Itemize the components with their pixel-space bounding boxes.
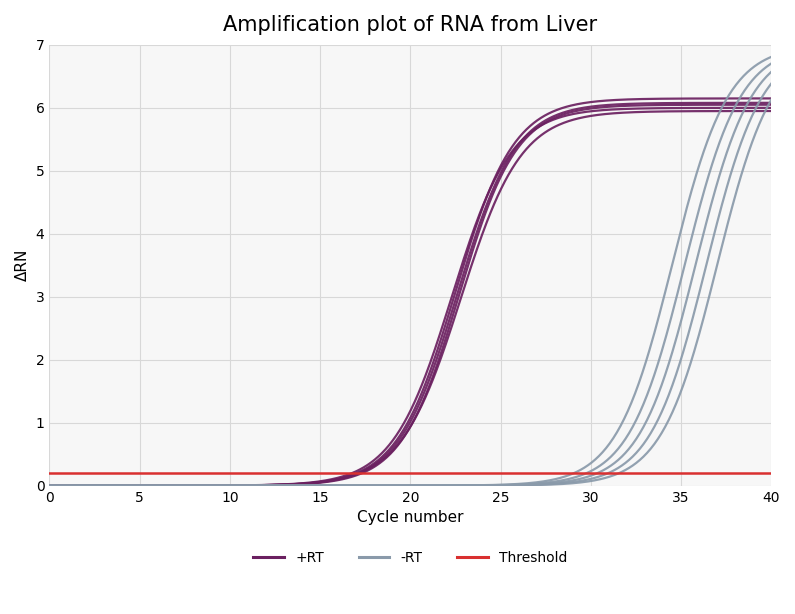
Title: Amplification plot of RNA from Liver: Amplification plot of RNA from Liver: [223, 15, 597, 35]
Y-axis label: ΔRN: ΔRN: [15, 249, 30, 281]
X-axis label: Cycle number: Cycle number: [357, 510, 463, 525]
Legend: +RT, -RT, Threshold: +RT, -RT, Threshold: [248, 545, 572, 570]
